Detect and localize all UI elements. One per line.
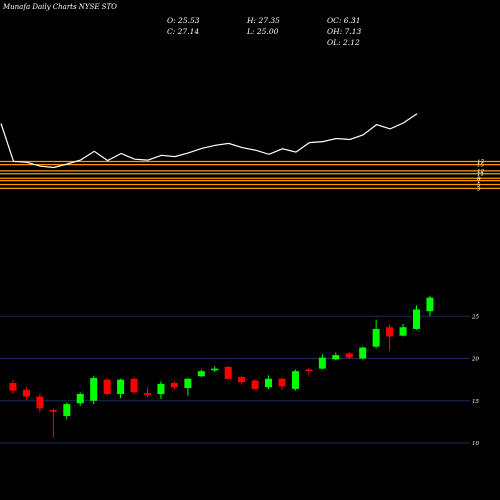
candle-body	[426, 297, 434, 312]
candle-body	[359, 347, 367, 359]
candle-body	[22, 389, 30, 397]
candle-body	[197, 371, 205, 377]
oc-value: OC: 6.31	[327, 16, 361, 25]
y-tick-label: 20	[471, 357, 479, 363]
candle-body	[291, 371, 299, 389]
candle-body	[144, 393, 151, 395]
y-tick-label: 25	[471, 314, 479, 320]
candle-body	[170, 383, 178, 388]
level-label: 12	[477, 169, 484, 175]
open-value: O: 25.53	[167, 16, 200, 25]
candle-body	[184, 378, 192, 389]
candle-body	[318, 357, 326, 369]
candle-body	[157, 383, 165, 394]
candle-body	[265, 378, 273, 388]
level-label: 17	[477, 159, 484, 165]
candle-body	[211, 368, 219, 371]
level-label: 7	[477, 179, 481, 185]
candle-body	[345, 353, 353, 358]
candle-body	[278, 378, 286, 387]
candle-body	[103, 379, 111, 394]
candle-body	[305, 369, 313, 371]
level-label: 3	[477, 186, 481, 192]
ol-value: OL: 2.12	[327, 38, 360, 47]
level-label: 15	[477, 163, 484, 169]
chart-title: Munafa Daily Charts NYSE STO	[3, 3, 117, 11]
candle-body	[372, 328, 380, 347]
candle-body	[224, 366, 232, 379]
candle-body	[49, 410, 57, 412]
price-line	[0, 113, 418, 169]
candle-body	[413, 309, 420, 329]
low-value: L: 25.00	[247, 27, 279, 36]
level-label: 8	[477, 176, 481, 182]
level-label: 11	[477, 172, 484, 178]
y-tick-label: 15	[472, 399, 479, 405]
candle-body	[90, 377, 98, 401]
candle-body	[238, 377, 246, 383]
candle-body	[117, 379, 125, 394]
candle-body	[63, 404, 71, 416]
candle-body	[399, 327, 407, 336]
candle-body	[76, 393, 84, 404]
candle-body	[332, 355, 340, 360]
oh-value: OH: 7.13	[327, 27, 362, 36]
candle-body	[251, 380, 259, 389]
y-tick-label: 10	[472, 441, 479, 447]
candle-body	[9, 383, 17, 391]
high-value: H: 27.35	[247, 16, 280, 25]
candle-body	[386, 327, 394, 337]
candle-body	[130, 378, 138, 393]
candle-body	[36, 396, 44, 409]
level-label: 5	[477, 183, 481, 189]
close-value: C: 27.14	[167, 27, 200, 36]
